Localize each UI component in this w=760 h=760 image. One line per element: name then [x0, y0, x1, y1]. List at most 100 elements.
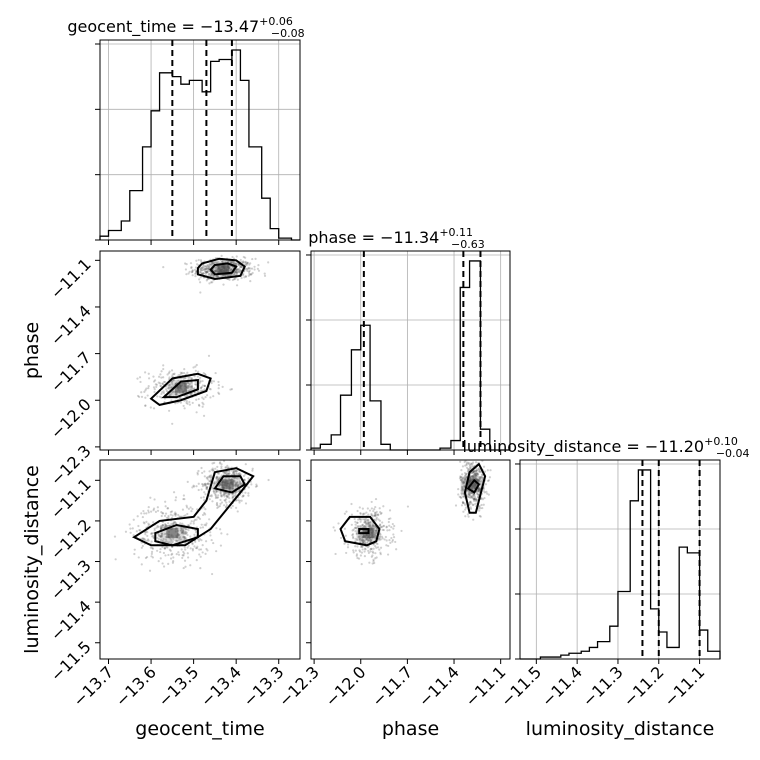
sample-point [373, 511, 377, 514]
sample-point [221, 260, 224, 263]
sample-point [203, 384, 206, 388]
sample-point [227, 493, 231, 496]
sample-point [136, 377, 139, 380]
sample-point [470, 475, 473, 478]
sample-point [250, 267, 254, 270]
sample-point [196, 263, 199, 266]
sample-point [170, 381, 173, 384]
sample-point [152, 521, 155, 524]
sample-point [216, 275, 220, 278]
sample-point [369, 520, 372, 523]
sample-point [239, 473, 242, 476]
sample-point [204, 493, 207, 496]
sample-point [180, 530, 184, 533]
sample-point [214, 266, 217, 269]
sample-point [199, 281, 202, 284]
sample-point [461, 480, 464, 483]
sample-point [228, 472, 231, 475]
sample-point [207, 267, 210, 270]
sample-point [190, 520, 193, 523]
sample-point [480, 497, 483, 500]
sample-point [205, 487, 208, 491]
sample-point [379, 538, 382, 541]
sample-point [199, 376, 202, 379]
sample-point [473, 474, 477, 477]
sample-point [124, 530, 128, 533]
sample-point [182, 531, 185, 534]
sample-point [226, 466, 229, 470]
sample-point [361, 541, 365, 544]
sample-point [159, 526, 163, 529]
sample-point [163, 547, 166, 550]
sample-point [185, 399, 188, 403]
sample-point [477, 489, 480, 492]
sample-point [241, 495, 244, 498]
sample-point [206, 485, 209, 489]
sample-point [214, 270, 217, 273]
sample-point [481, 506, 484, 510]
sample-point [156, 395, 159, 398]
sample-point [222, 274, 226, 277]
sample-point [215, 269, 218, 272]
x-axis-label-phase: phase [382, 718, 439, 740]
sample-point [183, 535, 186, 539]
sample-point [461, 487, 464, 490]
sample-point [200, 466, 203, 470]
sample-point [478, 504, 481, 508]
sample-point [332, 526, 335, 529]
sample-point [198, 553, 201, 556]
sample-point [191, 401, 194, 405]
sample-point [157, 525, 160, 529]
sample-point [220, 494, 223, 497]
sample-point [184, 268, 188, 271]
sample-point [235, 271, 238, 274]
sample-point [185, 506, 189, 509]
sample-point [193, 375, 196, 378]
sample-point [251, 469, 254, 472]
sample-point [480, 503, 483, 507]
sample-point [247, 486, 250, 489]
sample-point [213, 262, 216, 265]
sample-point [206, 488, 209, 491]
sample-point [372, 560, 375, 563]
sample-point [203, 523, 206, 526]
sample-point [364, 517, 367, 520]
sample-point [202, 403, 205, 406]
sample-point [367, 525, 370, 528]
sample-point [159, 557, 162, 560]
sample-point [201, 485, 205, 488]
sample-point [211, 261, 214, 264]
sample-point [388, 529, 391, 532]
xtick-label-luminosity_distance-1: −11.4 [538, 662, 586, 710]
sample-point [215, 490, 218, 493]
sample-point [144, 396, 147, 399]
sample-point [474, 498, 478, 501]
sample-point [197, 390, 200, 394]
sample-point [199, 548, 203, 551]
sample-point [202, 483, 205, 486]
sample-point [359, 550, 362, 553]
sample-point [370, 547, 373, 550]
sample-point [221, 274, 225, 277]
sample-point [374, 533, 377, 537]
sample-point [132, 518, 135, 521]
sample-point [373, 513, 377, 516]
sample-point [461, 485, 464, 488]
sample-point [214, 266, 217, 269]
sample-point [182, 554, 185, 557]
sample-point [217, 478, 220, 481]
sample-point [194, 272, 197, 275]
sample-point [245, 268, 248, 271]
sample-point [467, 492, 470, 495]
sample-point [196, 473, 199, 476]
sample-point [164, 538, 167, 541]
sample-point [382, 524, 386, 527]
sample-point [482, 503, 485, 506]
sample-point [170, 541, 173, 544]
sample-point [210, 381, 213, 385]
sample-point [461, 492, 464, 495]
sample-point [375, 510, 378, 513]
sample-point [352, 549, 355, 552]
sample-point [133, 548, 136, 551]
sample-point [379, 524, 382, 527]
